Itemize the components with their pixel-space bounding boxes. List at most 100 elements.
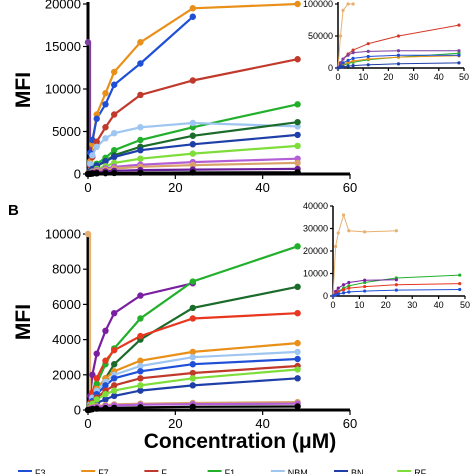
panel-a: 0 20 40 60 0 5000 10000 15000 20000 MFI: [12, 0, 357, 195]
panel-b-series-5-point: [294, 348, 301, 356]
panel-a-inset: 0 10 20 30 40 50 0 50000 100000: [303, 0, 469, 82]
panel-a-y-tick-label: 20000: [45, 0, 81, 12]
panel-b-inset-x-tick-label: 40: [434, 300, 444, 310]
panel-b-inset-series-4-point: [336, 292, 340, 296]
panel-a-inset-series-1-point: [457, 23, 461, 27]
panel-a-inset-series-3-point: [366, 57, 370, 61]
panel-b-series-6-point: [102, 382, 109, 389]
panel-a-inset-series-5-point: [457, 49, 461, 53]
panel-a-inset-series-1-point: [351, 48, 355, 52]
panel-a-inset-x-tick-label: 20: [383, 72, 393, 82]
panel-b-series-9-point: [102, 390, 109, 398]
panel-a-x-tick-label: 60: [343, 180, 357, 195]
panel-a-inset-series-6-point: [366, 63, 370, 67]
panel-a-series-4-point: [189, 119, 196, 127]
panel-b-inset-series-4-point: [347, 290, 351, 294]
panel-b-inset-series-1-point: [347, 284, 351, 288]
panel-a-series-9-point: [189, 161, 196, 169]
panel-b-series-0-point: [111, 310, 118, 317]
panel-b-inset-series-4-point: [458, 287, 462, 292]
panel-b-letter: B: [8, 202, 19, 219]
panel-a-series-4-point: [137, 124, 144, 131]
panel-a-inset-series-1-point: [396, 34, 401, 38]
panel-a-inset-series-6-point: [351, 63, 355, 68]
panel-a-series-4-point: [102, 135, 109, 142]
panel-a-series-6-point: [102, 158, 109, 165]
panel-a-series-1-point: [189, 13, 196, 20]
panel-b-inset-y-tick-label: 0: [323, 291, 328, 301]
panel-a-series-12-point: [137, 169, 144, 176]
panel-b-y-tick-label: 0: [74, 403, 81, 418]
panel-a-y-tick-label: 15000: [45, 39, 81, 54]
panel-a-inset-series-4-point: [457, 53, 461, 57]
panel-b-series-3-point: [137, 332, 144, 340]
panel-b-series-1-point: [189, 278, 196, 285]
panel-b-series-2-point: [189, 304, 196, 312]
panel-b-y-tick-label: 2000: [52, 367, 81, 382]
panel-b-series-8-point: [111, 392, 118, 400]
panel-a-series-4-point: [86, 160, 94, 167]
panel-a-inset-series-0-point: [351, 2, 355, 6]
panel-a-series-7-point: [189, 150, 196, 157]
panel-a-series-12-point: [189, 169, 196, 176]
legend: F3 F7 F F1 NBM BN RF: [18, 468, 427, 474]
panel-b-inset-series-2-point: [334, 289, 338, 294]
panel-b-inset-series-2-point: [347, 280, 351, 285]
panel-b-series-9-point: [111, 387, 118, 394]
panel-b-series-8-point: [102, 396, 109, 403]
panel-b-series-0-point: [102, 327, 109, 334]
panel-a-inset-series-6-point: [396, 62, 401, 66]
panel-b-series-7-point: [111, 382, 118, 389]
panel-b-series-7-point: [137, 375, 144, 382]
panel-a-series-3-point: [111, 147, 118, 154]
panel-a-inset-series-0-point: [341, 8, 345, 12]
panel-b: 0 20 40 60 0 2000 4000 6000 8000 10000 MFI Concen…: [12, 227, 357, 454]
panel-a-inset-series-6-point: [346, 64, 350, 68]
panel-a-inset-x-tick-label: 40: [434, 72, 444, 82]
panel-b-inset-series-0-point: [336, 231, 340, 235]
panel-b-series-1-point: [294, 243, 301, 250]
panel-a-series-1-point: [102, 101, 109, 108]
panel-a-series-2-point: [137, 91, 144, 99]
panel-b-series-10-point: [84, 230, 92, 238]
panel-b-x-axis-label: Concentration (μM): [144, 430, 337, 453]
panel-b-x-tick-label: 40: [255, 416, 269, 431]
panel-a-series-6-point: [111, 153, 118, 161]
legend-label: NBM: [288, 468, 308, 474]
panel-b-series-6-point: [294, 355, 301, 363]
panel-a-inset-series-4-point: [396, 53, 401, 57]
panel-a-series-0-point: [189, 5, 196, 12]
panel-b-series-7-point: [189, 369, 196, 377]
panel-a-inset-series-6-point: [457, 61, 461, 65]
panel-b-inset-series-0-point: [334, 244, 338, 249]
panel-a-y-tick-label: 0: [74, 167, 81, 182]
panel-b-y-tick-label: 6000: [52, 297, 81, 312]
panel-a-series-12-point: [111, 169, 118, 177]
panel-b-inset-x-tick-label: 50: [460, 300, 470, 310]
panel-b-inset-series-3-point: [363, 284, 367, 289]
panel-b-inset-series-2-point: [394, 278, 398, 282]
panel-b-series-13-point: [294, 403, 301, 410]
panel-b-series-9-point: [137, 382, 144, 389]
panel-a-inset-series-1-point: [366, 42, 370, 46]
panel-a-x-tick-label: 20: [168, 180, 182, 195]
panel-a-inset-series-4-point: [366, 54, 370, 59]
panel-b-series-13-point: [111, 404, 118, 412]
panel-b-series-13-point: [189, 403, 196, 411]
panel-b-series-3-point: [294, 310, 301, 317]
panel-a-inset-x-tick-label: 10: [358, 72, 368, 82]
panel-a-inset-series-4-point: [346, 58, 350, 62]
panel-b-inset-series-4-point: [331, 294, 335, 298]
panel-a-inset-series-3-point: [351, 59, 355, 63]
panel-b-series-0-point: [137, 292, 144, 299]
panel-a-inset-x-tick-label: 30: [409, 72, 419, 82]
legend-label: BN: [351, 468, 364, 474]
panel-b-inset-series-4-point: [334, 293, 338, 297]
panel-a-series-2-point: [93, 138, 100, 145]
panel-b-x-tick-label: 0: [84, 416, 91, 431]
panel-a-series-12-point: [93, 170, 100, 177]
panel-b-inset-y-tick-label: 40000: [303, 201, 328, 211]
panel-a-series-9-point: [294, 159, 301, 167]
panel-a-y-tick-label: 10000: [45, 82, 81, 97]
panel-a-series-7-point: [137, 155, 144, 162]
